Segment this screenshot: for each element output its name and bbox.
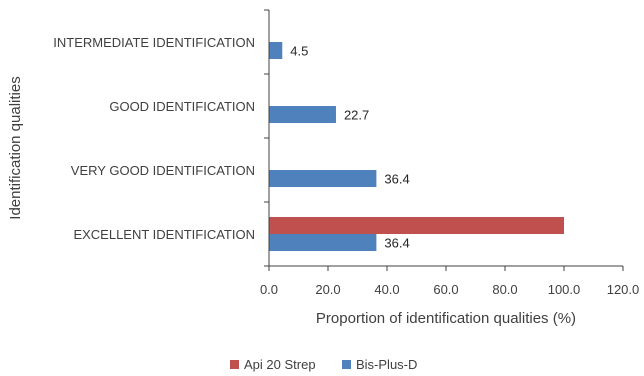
legend-label: Bis-Plus-D xyxy=(356,357,417,372)
x-tick-label: 20.0 xyxy=(315,282,340,297)
category-label: INTERMEDIATE IDENTIFICATION xyxy=(53,35,255,50)
x-tick-label: 80.0 xyxy=(492,282,517,297)
x-tick-label: 40.0 xyxy=(374,282,399,297)
legend: Api 20 Strep Bis-Plus-D xyxy=(230,357,417,372)
category-label: VERY GOOD IDENTIFICATION xyxy=(71,163,255,178)
bar-bis-plus-d xyxy=(269,106,336,123)
data-label: 4.5 xyxy=(290,44,308,59)
bar-api-20-strep xyxy=(269,217,564,234)
legend-swatch xyxy=(342,360,351,369)
legend-label: Api 20 Strep xyxy=(244,357,316,372)
legend-swatch xyxy=(230,360,239,369)
bar-bis-plus-d xyxy=(269,234,377,251)
x-tick-label: 60.0 xyxy=(433,282,458,297)
data-label: 36.4 xyxy=(384,236,409,251)
y-axis-title: Identification qualities xyxy=(7,76,24,219)
bar-bis-plus-d xyxy=(269,42,283,59)
category-labels: EXCELLENT IDENTIFICATION VERY GOOD IDENTI… xyxy=(53,35,255,242)
x-tick-labels: 0.0 20.0 40.0 60.0 80.0 100.0 120.0 xyxy=(260,9,640,297)
x-tick-label: 0.0 xyxy=(260,282,278,297)
data-label: 22.7 xyxy=(344,108,369,123)
x-tick-label: 120.0 xyxy=(607,282,640,297)
x-axis-title: Proportion of identification qualities (… xyxy=(316,310,576,327)
category-label: GOOD IDENTIFICATION xyxy=(109,99,255,114)
bars-layer xyxy=(269,42,564,251)
data-labels-layer: 36.4 36.4 22.7 4.5 xyxy=(290,44,409,251)
x-tick-label: 100.0 xyxy=(548,282,581,297)
data-label: 36.4 xyxy=(384,172,409,187)
category-label: EXCELLENT IDENTIFICATION xyxy=(73,227,255,242)
bar-bis-plus-d xyxy=(269,170,377,187)
